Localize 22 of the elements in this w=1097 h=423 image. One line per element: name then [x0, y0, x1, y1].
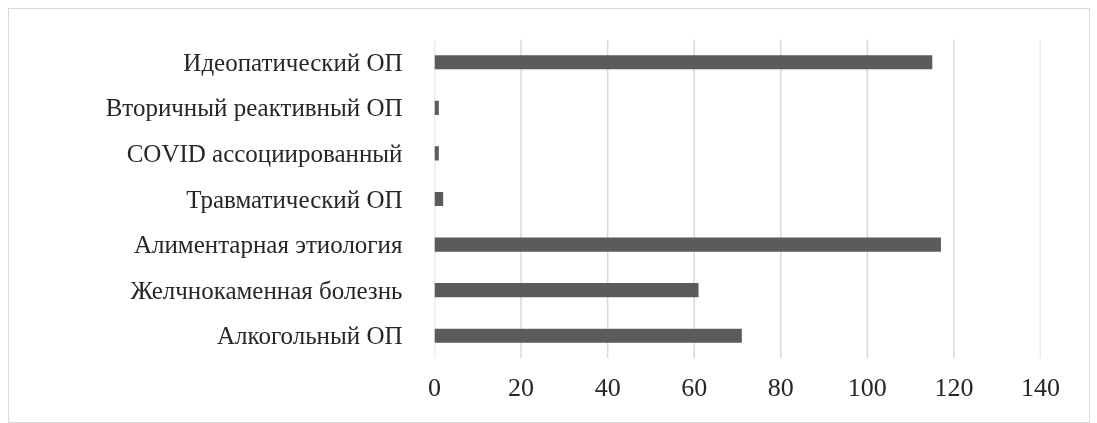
y-tick-label: Идеопатический ОП	[183, 48, 403, 76]
y-tick-label: Желчнокаменная болезнь	[130, 276, 403, 304]
bar	[434, 328, 742, 343]
bar	[434, 55, 933, 70]
x-tick-label: 120	[934, 372, 974, 402]
bar	[434, 100, 439, 115]
bar	[434, 283, 699, 298]
bar	[434, 191, 444, 207]
y-tick-label: COVID ассоциированный	[126, 139, 403, 167]
x-tick-label: 0	[428, 372, 441, 402]
x-tick-label: 40	[594, 372, 621, 402]
x-tick-label: 80	[767, 372, 794, 402]
y-tick-label: Алкогольный ОП	[217, 322, 403, 350]
bar	[434, 146, 439, 161]
y-tick-label: Алиментарная этиология	[133, 231, 403, 259]
x-tick-label: 100	[847, 372, 887, 402]
x-tick-label: 20	[508, 372, 535, 402]
bar	[434, 237, 941, 252]
x-tick-label: 140	[1021, 372, 1060, 402]
y-tick-label: Вторичный реактивный ОП	[105, 94, 403, 122]
x-tick-label: 60	[681, 372, 708, 402]
y-tick-label: Травматический ОП	[186, 185, 403, 213]
